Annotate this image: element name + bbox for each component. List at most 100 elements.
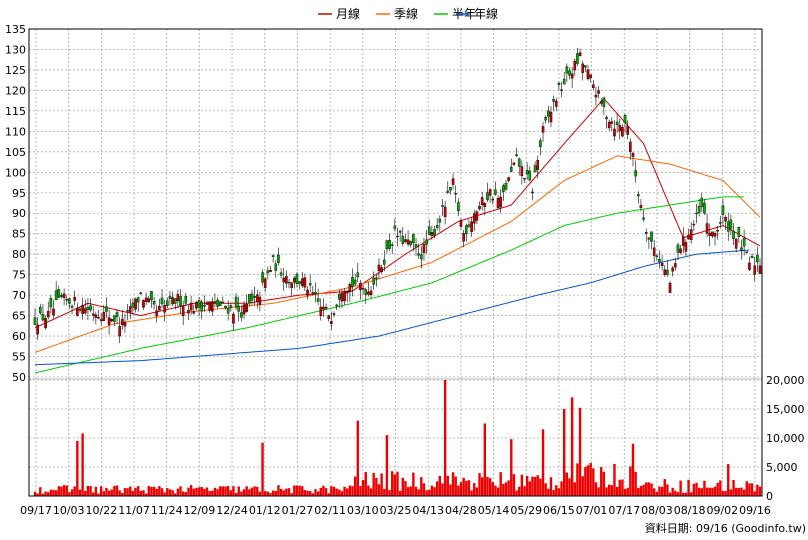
candle-body: [671, 267, 674, 272]
price-tick-label: 95: [12, 187, 26, 200]
candle-body: [38, 306, 42, 314]
volume-bar: [586, 465, 590, 496]
candle-body: [409, 241, 413, 246]
candle-body: [396, 235, 399, 238]
candle-body: [610, 121, 614, 124]
candle-body: [472, 213, 476, 224]
volume-bar: [721, 491, 725, 496]
volume-bar: [560, 481, 563, 496]
volume-bar: [518, 486, 521, 496]
candle-body: [232, 313, 235, 324]
candle-body: [89, 305, 92, 311]
volume-bar: [488, 478, 492, 496]
candle-body: [195, 301, 198, 309]
candle-body: [253, 296, 256, 298]
volume-bar: [129, 486, 132, 496]
candle-body: [401, 235, 405, 244]
candle-body: [86, 306, 90, 311]
date-tick-label: 05/14: [478, 504, 510, 517]
price-tick-label: 120: [5, 84, 26, 97]
candle-body: [237, 305, 241, 312]
candle-body: [597, 90, 600, 94]
candle-body: [430, 232, 434, 236]
candle-body: [316, 298, 320, 302]
candle-body: [615, 121, 619, 125]
volume-bar: [266, 491, 270, 496]
volume-bar: [740, 487, 743, 496]
volume-bar: [605, 487, 608, 496]
date-tick-label: 02/11: [314, 504, 346, 517]
candle-body: [517, 158, 521, 167]
candle-body: [218, 301, 222, 306]
date-tick-label: 11/07: [118, 504, 150, 517]
candle-body: [565, 66, 569, 74]
volume-bar: [160, 488, 164, 496]
volume-bar: [441, 483, 444, 496]
candle-body: [663, 269, 667, 275]
candle-body: [636, 194, 640, 197]
volume-tick-label: 10,000: [766, 432, 805, 445]
candle-body: [361, 287, 365, 290]
candle-body: [144, 297, 148, 302]
volume-bar: [422, 483, 426, 496]
volume-bar: [335, 488, 338, 496]
volume-bar: [94, 486, 98, 496]
volume-bar: [322, 485, 325, 496]
volume-bar: [338, 489, 341, 496]
candle-body: [380, 267, 383, 273]
candle-body: [697, 206, 701, 213]
candle-body: [375, 277, 378, 279]
volume-bar: [507, 480, 510, 496]
price-tick-label: 80: [12, 248, 26, 261]
volume-bar: [660, 486, 664, 496]
volume-bar: [719, 480, 722, 496]
volume-bar: [380, 473, 383, 496]
volume-bar: [687, 479, 690, 496]
volume-bar: [253, 486, 256, 496]
volume-bar: [581, 476, 584, 496]
ma-line-quarter: [34, 155, 761, 353]
candle-body: [65, 299, 69, 301]
candle-body: [425, 239, 428, 245]
volume-bar: [184, 492, 188, 496]
candle-body: [290, 282, 293, 288]
volume-bar: [306, 490, 309, 496]
volume-bar: [126, 488, 129, 496]
candle-body: [443, 206, 447, 218]
date-tick-label: 09/17: [20, 504, 52, 517]
volume-bar: [105, 487, 108, 496]
volume-bar: [420, 477, 423, 496]
volume-bar: [234, 493, 238, 496]
candle-body: [131, 302, 135, 308]
candle-body: [171, 297, 174, 305]
candle-body: [258, 296, 262, 305]
candle-body: [681, 236, 685, 247]
volume-bar: [690, 492, 693, 496]
volume-bar: [65, 485, 68, 496]
ma-line-half-year: [34, 196, 745, 374]
candle-body: [412, 233, 415, 244]
volume-bar: [438, 475, 442, 496]
candle-body: [369, 290, 373, 295]
candle-body: [417, 253, 420, 256]
volume-bar: [147, 485, 150, 496]
volume-tick-label: 0: [766, 490, 773, 503]
candle-body: [266, 270, 270, 274]
volume-bar: [115, 485, 119, 496]
candle-body: [94, 314, 98, 318]
volume-tick-label: 5,000: [766, 461, 798, 474]
volume-bar: [118, 490, 121, 496]
candle-body: [293, 277, 296, 283]
candle-body: [464, 225, 468, 235]
volume-bar: [279, 488, 283, 496]
candle-body: [263, 278, 267, 289]
price-tick-label: 85: [12, 228, 26, 241]
volume-bar: [496, 487, 500, 496]
volume-bar: [213, 487, 217, 496]
volume-bar: [152, 486, 156, 496]
volume-bar: [287, 488, 291, 496]
candle-body: [123, 321, 127, 327]
candle-body: [488, 189, 492, 196]
candle-body: [467, 224, 471, 227]
